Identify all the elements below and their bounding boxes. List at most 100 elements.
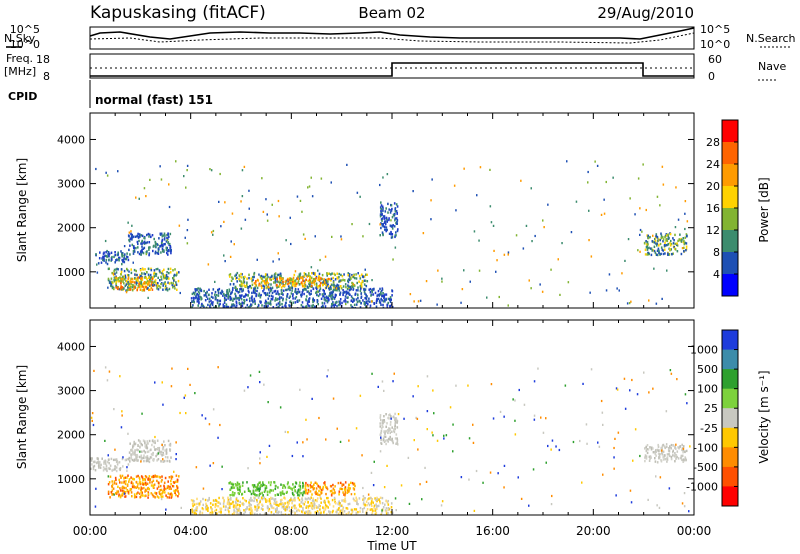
scatter-point bbox=[389, 431, 391, 435]
data-cell bbox=[251, 280, 253, 283]
data-cell bbox=[143, 246, 146, 250]
scatter-point bbox=[642, 163, 644, 166]
data-cell bbox=[110, 491, 113, 494]
data-cell bbox=[247, 306, 250, 308]
data-cell bbox=[274, 494, 277, 497]
data-cell bbox=[387, 499, 389, 503]
data-cell bbox=[170, 251, 172, 255]
data-cell bbox=[256, 489, 259, 492]
scatter-point bbox=[275, 511, 278, 514]
scatter-point bbox=[469, 280, 471, 283]
data-cell bbox=[264, 487, 267, 490]
data-cell bbox=[336, 276, 339, 280]
data-cell bbox=[296, 292, 298, 295]
scatter-point bbox=[258, 273, 260, 276]
scatter-point bbox=[514, 433, 517, 436]
data-cell bbox=[266, 273, 269, 276]
scatter-point bbox=[162, 403, 164, 406]
data-cell bbox=[391, 437, 393, 441]
scatter-point bbox=[559, 293, 561, 296]
data-cell bbox=[669, 248, 671, 251]
scatter-point bbox=[364, 268, 366, 271]
data-cell bbox=[283, 507, 285, 510]
data-cell bbox=[284, 508, 286, 511]
data-cell bbox=[369, 291, 372, 294]
data-cell bbox=[160, 450, 163, 454]
data-cell bbox=[129, 244, 131, 247]
scatter-point bbox=[267, 285, 269, 288]
scatter-point bbox=[566, 160, 568, 163]
data-cell bbox=[666, 453, 669, 456]
data-cell bbox=[346, 507, 348, 510]
data-cell bbox=[136, 455, 139, 459]
scatter-point bbox=[507, 304, 509, 307]
data-cell bbox=[265, 284, 267, 287]
data-cell bbox=[128, 283, 130, 286]
data-cell bbox=[387, 511, 389, 515]
data-cell bbox=[152, 249, 154, 253]
data-cell bbox=[274, 272, 277, 275]
data-cell bbox=[236, 271, 239, 275]
data-cell bbox=[251, 511, 253, 515]
data-cell bbox=[674, 452, 676, 455]
data-cell bbox=[654, 239, 657, 243]
data-cell bbox=[206, 504, 208, 508]
scatter-point bbox=[370, 471, 373, 474]
data-cell bbox=[375, 505, 378, 508]
data-cell bbox=[228, 482, 230, 485]
data-cell bbox=[332, 295, 334, 299]
scatter-point bbox=[187, 218, 189, 221]
data-cell bbox=[281, 513, 283, 515]
data-cell bbox=[116, 460, 119, 463]
data-cell bbox=[350, 287, 352, 291]
data-cell bbox=[670, 242, 673, 246]
data-cell bbox=[128, 235, 130, 238]
data-cell bbox=[351, 305, 354, 308]
scatter-point bbox=[380, 419, 382, 422]
scatter-point bbox=[160, 498, 163, 501]
data-cell bbox=[198, 502, 201, 505]
data-cell bbox=[155, 272, 158, 276]
data-cell bbox=[257, 304, 260, 307]
scatter-point bbox=[542, 219, 544, 222]
scatter-point bbox=[175, 458, 177, 461]
data-cell bbox=[309, 486, 312, 489]
data-cell bbox=[158, 491, 161, 494]
data-cell bbox=[653, 249, 656, 253]
data-cell bbox=[388, 218, 390, 222]
data-cell bbox=[136, 240, 139, 244]
data-cell bbox=[303, 274, 306, 277]
data-cell bbox=[276, 273, 279, 277]
data-cell bbox=[368, 503, 371, 507]
data-cell bbox=[394, 422, 396, 425]
data-cell bbox=[659, 242, 662, 246]
data-cell bbox=[307, 509, 309, 513]
data-cell bbox=[142, 478, 144, 481]
scatter-point bbox=[138, 197, 140, 200]
data-cell bbox=[141, 493, 143, 496]
data-cell bbox=[174, 287, 176, 290]
data-cell bbox=[380, 429, 383, 433]
scatter-point bbox=[113, 408, 115, 411]
data-cell bbox=[151, 493, 154, 496]
scatter-point bbox=[326, 375, 328, 378]
data-cell bbox=[246, 506, 248, 509]
scatter-point bbox=[545, 417, 547, 420]
data-cell bbox=[357, 510, 359, 514]
data-cell bbox=[125, 289, 127, 292]
scatter-point bbox=[656, 195, 659, 198]
data-cell bbox=[121, 481, 123, 484]
data-cell bbox=[168, 282, 171, 285]
data-cell bbox=[215, 297, 217, 300]
scatter-point bbox=[588, 239, 590, 242]
data-cell bbox=[199, 287, 201, 290]
data-cell bbox=[340, 279, 343, 282]
scatter-point bbox=[299, 199, 302, 202]
data-cell bbox=[371, 508, 373, 511]
data-cell bbox=[270, 297, 273, 301]
data-cell bbox=[329, 285, 332, 288]
data-cell bbox=[222, 502, 225, 505]
data-cell bbox=[212, 499, 215, 502]
data-cell bbox=[256, 289, 258, 293]
data-cell bbox=[389, 427, 391, 430]
